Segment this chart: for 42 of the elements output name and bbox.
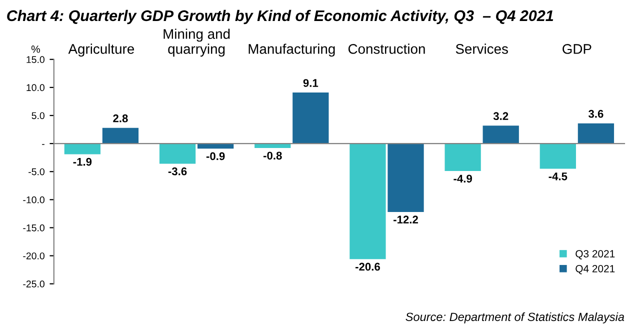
- bar: [64, 144, 100, 154]
- y-tick-label: 10.0: [26, 84, 44, 92]
- bar: [482, 126, 519, 144]
- bar: [159, 144, 196, 164]
- y-tick-label: 15.0: [26, 56, 44, 64]
- bar: [388, 144, 424, 212]
- data-label: 3.2: [493, 112, 508, 120]
- legend-label: Q3 2021: [576, 250, 615, 260]
- x-tick-label: Agriculture: [68, 44, 134, 57]
- bar: [578, 123, 614, 144]
- y-tick-label: 5.0: [32, 112, 44, 120]
- data-label: -3.6: [168, 167, 187, 176]
- bar: [292, 92, 329, 144]
- y-tick-label: -20.0: [23, 252, 44, 260]
- x-tick-label: GDP: [562, 44, 592, 54]
- bar: [102, 128, 139, 144]
- y-tick-label: -: [42, 144, 44, 145]
- data-label: -0.8: [263, 152, 282, 160]
- y-tick-label: -10.0: [23, 196, 44, 204]
- data-label: -4.9: [454, 174, 472, 183]
- y-tick-label: -5.0: [28, 168, 44, 176]
- data-label: -20.6: [355, 262, 380, 271]
- x-tick-label: Mining and quarrying: [164, 28, 230, 57]
- source-note: Source: Department of Statistics Malaysia: [406, 312, 624, 324]
- data-label: -1.9: [73, 158, 92, 166]
- data-label: 2.8: [113, 114, 128, 122]
- bar: [444, 144, 481, 172]
- data-label: 3.6: [588, 110, 604, 118]
- x-tick-label: Construction: [348, 44, 425, 54]
- legend-label: Q4 2021: [576, 264, 615, 274]
- x-tick-label: Manufacturing: [248, 44, 335, 57]
- bar: [350, 144, 386, 260]
- x-tick-label: Services: [456, 44, 508, 54]
- chart-title: Chart 4: Quarterly GDP Growth by Kind of Economic Activity, Q3 – Q4 2021: [7, 10, 554, 24]
- data-label: -0.9: [206, 152, 225, 160]
- y-tick-label: -15.0: [23, 224, 44, 232]
- data-label: -12.2: [394, 216, 418, 224]
- data-label: 9.1: [303, 79, 318, 87]
- data-label: -4.5: [548, 172, 568, 180]
- bar: [540, 144, 576, 169]
- y-axis-title: %: [31, 46, 40, 53]
- y-tick-label: -25.0: [23, 280, 44, 288]
